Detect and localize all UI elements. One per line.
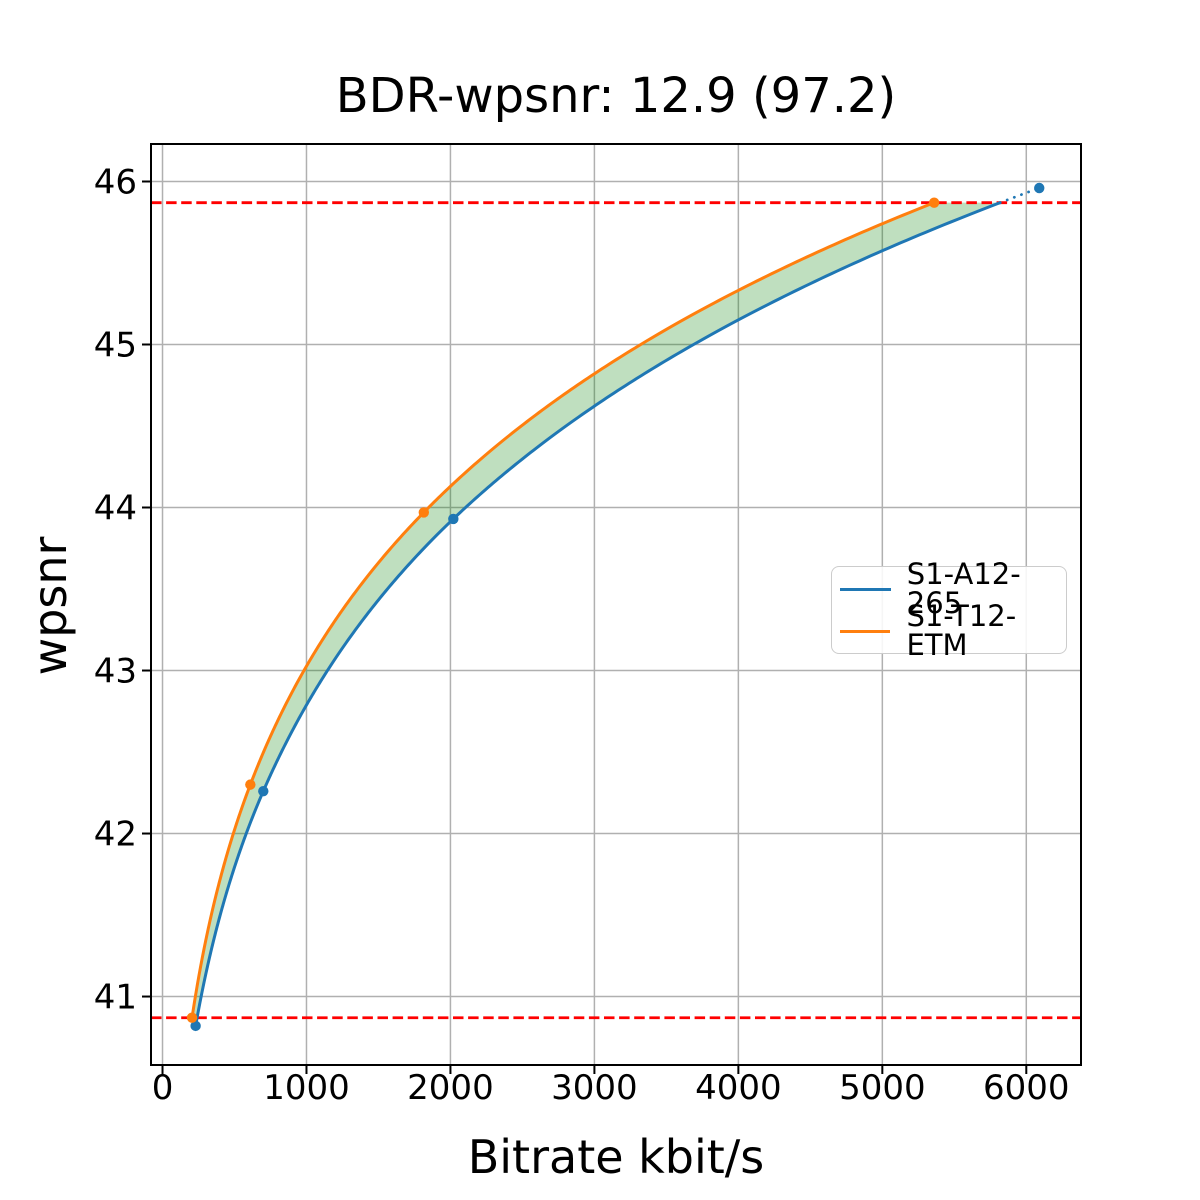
data-point-s1-a12-265: [258, 785, 269, 797]
chart-title: BDR-wpsnr: 12.9 (97.2): [335, 68, 897, 124]
x-tick-label: 0: [152, 1068, 174, 1108]
plot-border: [150, 143, 1082, 1066]
y-tick-label: 42: [94, 815, 137, 855]
y-tick-label: 41: [94, 978, 137, 1018]
x-tick-label: 6000: [983, 1068, 1070, 1108]
x-tick-label: 5000: [839, 1068, 926, 1108]
data-point-s1-t12-etm: [186, 1012, 198, 1023]
x-axis-label: Bitrate kbit/s: [467, 1130, 765, 1184]
y-tick-label: 43: [94, 652, 137, 692]
curve-s1-t12-etm: [190, 201, 936, 1020]
legend-item-s1-a12-265: S1-A12-265: [840, 560, 1066, 618]
legend-label: S1-T12-ETM: [906, 599, 1017, 662]
legend: S1-A12-265 S1-T12-ETM: [831, 560, 1067, 660]
data-point-s1-a12-265: [190, 1020, 201, 1032]
data-point-s1-t12-etm: [928, 197, 940, 208]
x-tick-label: 4000: [695, 1068, 782, 1108]
y-axis-label: wpsnr: [23, 536, 77, 676]
x-tick-label: 3000: [551, 1068, 638, 1108]
data-point-s1-t12-etm: [418, 507, 430, 518]
legend-line-swatch-orange: [840, 629, 891, 633]
x-tick-label: 1000: [263, 1068, 350, 1108]
data-point-s1-a12-265: [448, 513, 459, 525]
legend-label: S1-A12-265: [906, 557, 1021, 620]
legend-line-swatch-blue: [840, 587, 891, 591]
data-point-s1-a12-265: [1034, 182, 1045, 194]
data-point-s1-t12-etm: [245, 779, 256, 790]
curve-extrapolated-s1-a12-265: [998, 186, 1041, 205]
y-tick-label: 46: [94, 162, 137, 202]
y-tick-label: 45: [94, 326, 137, 366]
curve-s1-a12-265: [194, 201, 1002, 1028]
bd-rate-fill-area: [192, 202, 1001, 1018]
x-tick-label: 2000: [407, 1068, 494, 1108]
y-tick-label: 44: [94, 489, 137, 529]
legend-item-s1-t12-etm: S1-T12-ETM: [840, 602, 1066, 660]
